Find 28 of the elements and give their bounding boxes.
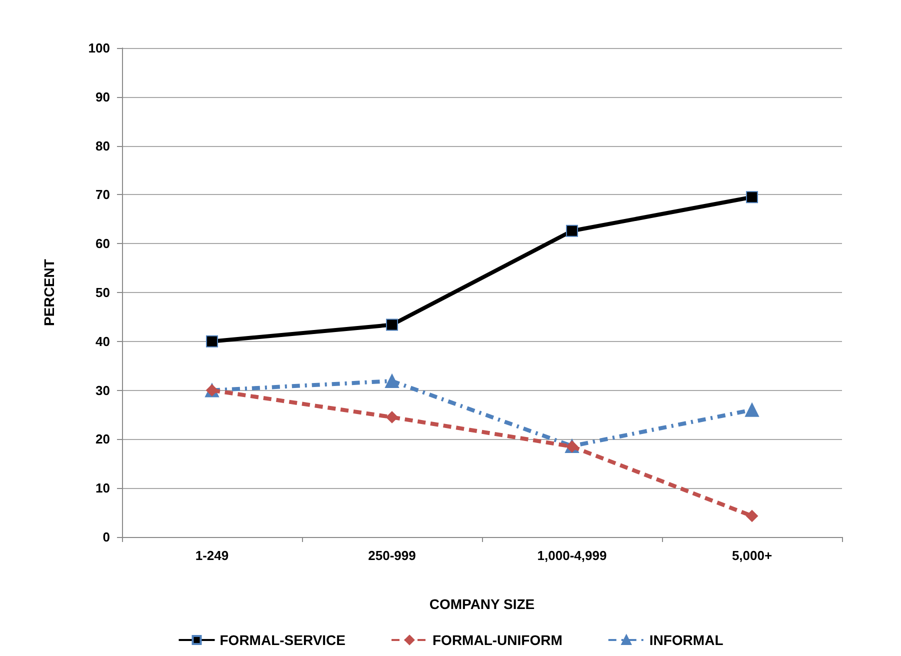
y-tick-label: 50	[96, 285, 110, 300]
y-axis-title: PERCENT	[41, 258, 57, 326]
point	[746, 191, 758, 204]
point	[385, 374, 399, 388]
point	[386, 318, 398, 331]
x-tick-label: 250-999	[368, 548, 416, 563]
point	[206, 335, 218, 348]
y-tick-label: 60	[96, 236, 110, 252]
y-tick-label: 70	[96, 187, 110, 202]
legend-label: INFORMAL	[649, 632, 724, 648]
y-tick-label: 0	[102, 530, 110, 544]
legend-label: FORMAL-UNIFORM	[432, 632, 562, 648]
y-tick-label: 90	[96, 89, 110, 104]
point	[566, 224, 578, 237]
x-tick-label: 1,000-4,999	[537, 548, 607, 563]
x-tick-label: 5,000+	[732, 548, 772, 563]
y-tick-label: 100	[88, 40, 110, 56]
y-tick-label: 20	[96, 432, 110, 447]
x-tick-label: 1-249	[195, 548, 229, 563]
point	[746, 510, 758, 522]
point	[386, 411, 398, 424]
y-tick-label: 40	[96, 334, 110, 349]
y-tick-label: 30	[96, 382, 110, 398]
point	[745, 402, 759, 417]
y-tick-label: 10	[96, 480, 110, 496]
x-axis-title: COMPANY SIZE	[429, 596, 535, 612]
y-tick-label: 80	[96, 138, 110, 154]
legend-label: FORMAL-SERVICE	[220, 632, 346, 648]
